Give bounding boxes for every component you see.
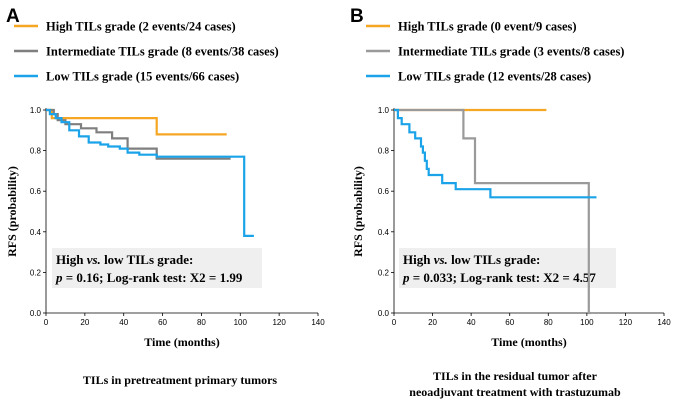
annotation-line2-a: p = 0.16; Log-rank test: X2 = 1.99	[55, 270, 243, 285]
km-curve-a-1	[46, 108, 231, 160]
y-tick-label-b-3: 0.6	[378, 187, 390, 196]
x-tick-label-b-4: 80	[544, 318, 553, 327]
x-tick-label-b-5: 100	[580, 318, 594, 327]
legend-label-a-0: High TILs grade (2 events/24 cases)	[46, 20, 236, 34]
x-tick-label-a-3: 60	[158, 318, 167, 327]
annotation-box-a	[52, 248, 262, 288]
x-axis-label-b: Time (months)	[491, 335, 566, 349]
y-tick-label-a-3: 0.6	[30, 187, 42, 196]
x-tick-label-b-0: 0	[392, 318, 397, 327]
x-tick-label-b-7: 140	[657, 318, 671, 327]
x-tick-label-a-0: 0	[44, 318, 49, 327]
y-tick-label-a-4: 0.8	[30, 147, 42, 156]
y-tick-label-b-0: 0.0	[378, 309, 390, 318]
km-curve-b-1	[394, 108, 591, 315]
caption-a-0: TILs in pretreatment primary tumors	[83, 373, 278, 387]
x-tick-label-b-6: 120	[619, 318, 633, 327]
y-tick-label-a-5: 1.0	[30, 106, 42, 115]
y-axis-label-a: RFS (probability)	[5, 166, 19, 257]
annotation-line1-b: High vs. low TILs grade:	[403, 252, 540, 267]
y-tick-label-a-0: 0.0	[30, 309, 42, 318]
annotation-line2-b: p = 0.033; Log-rank test: X2 = 4.57	[402, 270, 596, 285]
x-tick-label-a-5: 100	[234, 318, 248, 327]
legend-label-b-1: Intermediate TILs grade (3 events/8 case…	[398, 45, 624, 59]
x-tick-label-a-6: 120	[272, 318, 286, 327]
x-axis-label-a: Time (months)	[144, 335, 219, 349]
x-tick-label-a-4: 80	[197, 318, 206, 327]
panel-b-letter: B	[350, 6, 364, 27]
x-tick-label-a-2: 40	[119, 318, 128, 327]
y-tick-label-b-2: 0.4	[378, 228, 390, 237]
km-curve-b-2	[394, 108, 597, 199]
caption-b-0: TILs in the residual tumor after	[433, 369, 598, 383]
x-tick-label-a-7: 140	[311, 318, 325, 327]
x-tick-label-b-2: 40	[467, 318, 476, 327]
caption-b-1: neoadjuvant treatment with trastuzumab	[409, 385, 621, 399]
annotation-line1-a: High vs. low TILs grade:	[56, 252, 193, 267]
legend-label-b-0: High TILs grade (0 event/9 cases)	[398, 20, 577, 34]
legend-label-a-1: Intermediate TILs grade (8 events/38 cas…	[46, 45, 279, 59]
y-axis-label-b: RFS (probability)	[351, 166, 365, 257]
legend-label-b-2: Low TILs grade (12 events/28 cases)	[398, 70, 591, 84]
x-tick-label-a-1: 20	[80, 318, 89, 327]
legend-label-a-2: Low TILs grade (15 events/66 cases)	[46, 70, 239, 84]
y-tick-label-a-1: 0.2	[30, 268, 42, 277]
panel-a: A High TILs grade (2 events/24 cases) Inte…	[5, 6, 325, 387]
x-tick-label-b-3: 60	[505, 318, 514, 327]
km-curve-a-2	[46, 108, 254, 237]
y-tick-label-b-4: 0.8	[378, 147, 390, 156]
y-tick-label-b-1: 0.2	[378, 268, 390, 277]
annotation-box-b	[399, 248, 616, 288]
x-tick-label-b-1: 20	[428, 318, 437, 327]
panel-a-letter: A	[6, 6, 20, 27]
y-tick-label-b-5: 1.0	[378, 106, 390, 115]
panel-b: B High TILs grade (0 event/9 cases) Interm…	[350, 6, 671, 399]
y-tick-label-a-2: 0.4	[30, 228, 42, 237]
